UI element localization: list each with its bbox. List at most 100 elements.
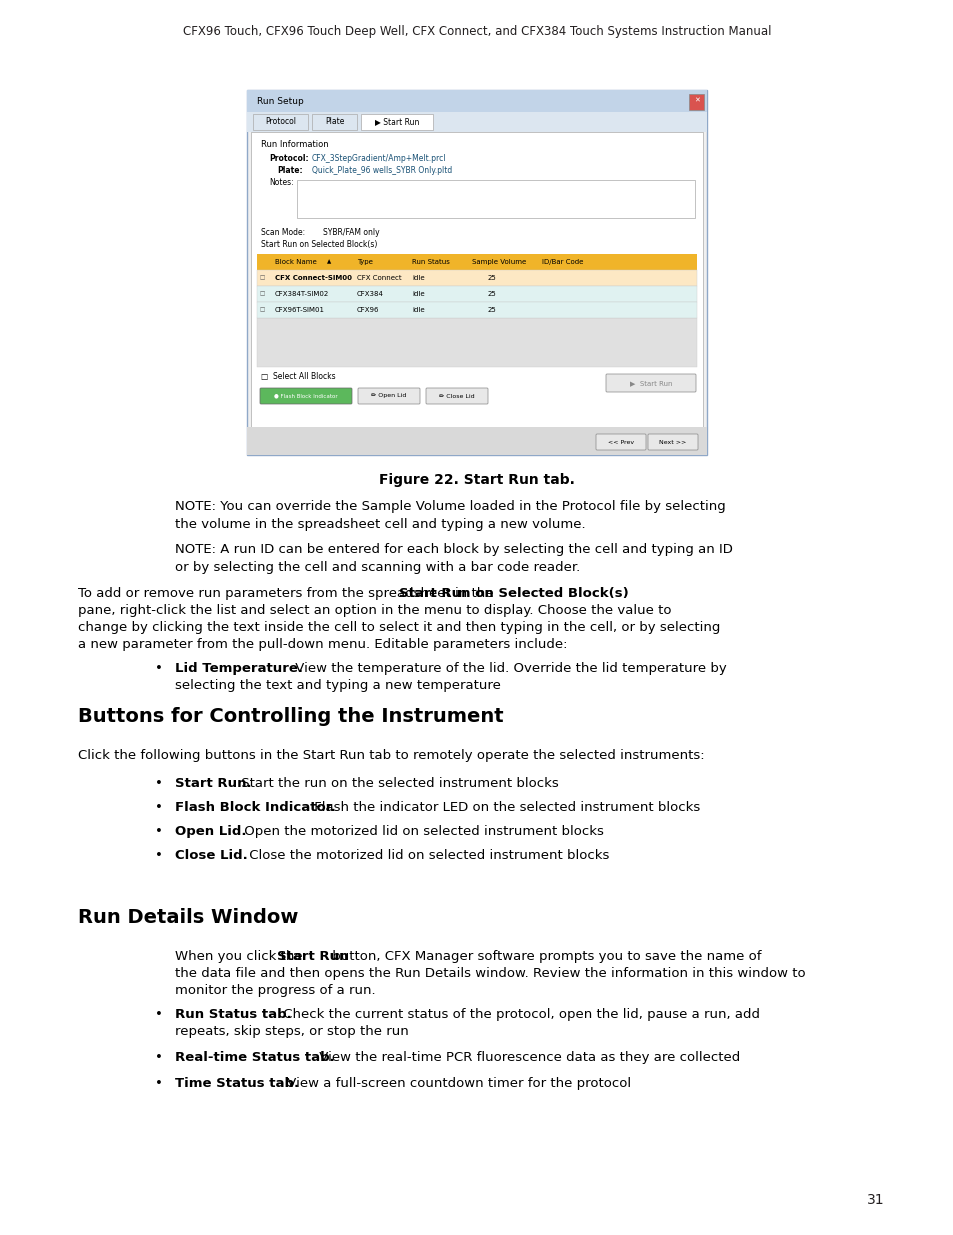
Text: Check the current status of the protocol, open the lid, pause a run, add: Check the current status of the protocol… (278, 1008, 760, 1021)
Text: idle: idle (412, 308, 424, 312)
Text: •: • (154, 777, 163, 790)
Text: CFX384T-SIM02: CFX384T-SIM02 (274, 291, 329, 296)
Text: NOTE: A run ID can be entered for each block by selecting the cell and typing an: NOTE: A run ID can be entered for each b… (174, 543, 732, 574)
Text: ▶ Start Run: ▶ Start Run (375, 117, 418, 126)
Text: change by clicking the text inside the cell to select it and then typing in the : change by clicking the text inside the c… (78, 621, 720, 634)
Text: the data file and then opens the Run Details window. Review the information in t: the data file and then opens the Run Det… (174, 967, 804, 981)
FancyBboxPatch shape (253, 114, 308, 130)
Text: ● Flash Block Indicator: ● Flash Block Indicator (274, 394, 337, 399)
Text: Run Status: Run Status (412, 259, 450, 266)
FancyBboxPatch shape (312, 114, 356, 130)
Text: CFX_3StepGradient/Amp+Melt.prcl: CFX_3StepGradient/Amp+Melt.prcl (312, 154, 446, 163)
Text: button, CFX Manager software prompts you to save the name of: button, CFX Manager software prompts you… (328, 950, 760, 963)
Text: Buttons for Controlling the Instrument: Buttons for Controlling the Instrument (78, 706, 503, 726)
Text: Time Status tab.: Time Status tab. (174, 1077, 299, 1091)
Text: CFX Connect-SIM00: CFX Connect-SIM00 (274, 275, 352, 282)
Text: Run Setup: Run Setup (256, 96, 303, 105)
FancyBboxPatch shape (360, 114, 433, 130)
Text: << Prev: << Prev (607, 440, 634, 445)
Text: CFX96: CFX96 (356, 308, 379, 312)
Text: View the temperature of the lid. Override the lid temperature by: View the temperature of the lid. Overrid… (291, 662, 726, 676)
Bar (688, 94, 703, 110)
Text: 25: 25 (487, 275, 496, 282)
Text: Flash the indicator LED on the selected instrument blocks: Flash the indicator LED on the selected … (310, 802, 700, 814)
FancyBboxPatch shape (605, 374, 696, 391)
Bar (256, 270, 697, 287)
Text: •: • (154, 1051, 163, 1065)
FancyBboxPatch shape (260, 388, 352, 404)
Bar (247, 427, 706, 454)
Text: View a full-screen countdown timer for the protocol: View a full-screen countdown timer for t… (283, 1077, 631, 1091)
Text: Run Status tab.: Run Status tab. (174, 1008, 292, 1021)
Text: •: • (154, 1008, 163, 1021)
Text: CFX Connect: CFX Connect (356, 275, 401, 282)
Text: When you click the: When you click the (174, 950, 307, 963)
Bar (256, 287, 697, 303)
Text: Lid Temperature.: Lid Temperature. (174, 662, 303, 676)
Text: monitor the progress of a run.: monitor the progress of a run. (174, 984, 375, 997)
FancyBboxPatch shape (596, 433, 645, 450)
Text: ✕: ✕ (694, 98, 700, 104)
Text: Protocol: Protocol (265, 117, 295, 126)
FancyBboxPatch shape (357, 388, 419, 404)
Text: •: • (154, 825, 163, 839)
Text: Quick_Plate_96 wells_SYBR Only.pltd: Quick_Plate_96 wells_SYBR Only.pltd (312, 165, 452, 175)
Text: idle: idle (412, 275, 424, 282)
Text: Run Details Window: Run Details Window (78, 908, 298, 927)
Text: NOTE: You can override the Sample Volume loaded in the Protocol file by selectin: NOTE: You can override the Sample Volume… (174, 500, 725, 531)
Text: CFX96 Touch, CFX96 Touch Deep Well, CFX Connect, and CFX384 Touch Systems Instru: CFX96 Touch, CFX96 Touch Deep Well, CFX … (183, 25, 770, 38)
Text: •: • (154, 1077, 163, 1091)
Text: Open Lid.: Open Lid. (174, 825, 246, 839)
Text: repeats, skip steps, or stop the run: repeats, skip steps, or stop the run (174, 1025, 408, 1037)
Text: 25: 25 (487, 291, 496, 296)
Text: Flash Block Indicator.: Flash Block Indicator. (174, 802, 335, 814)
Text: Figure 22. Start Run tab.: Figure 22. Start Run tab. (378, 473, 575, 487)
Text: SYBR/FAM only: SYBR/FAM only (323, 228, 379, 237)
Text: •: • (154, 802, 163, 814)
Text: CFX96T-SIM01: CFX96T-SIM01 (274, 308, 325, 312)
Text: Click the following buttons in the Start Run tab to remotely operate the selecte: Click the following buttons in the Start… (78, 748, 704, 762)
Text: To add or remove run parameters from the spreadsheet in the: To add or remove run parameters from the… (78, 587, 497, 600)
Text: CFX384: CFX384 (356, 291, 383, 296)
Bar (256, 303, 697, 317)
Text: Start Run on Selected Block(s): Start Run on Selected Block(s) (261, 240, 377, 249)
Text: pane, right-click the list and select an option in the menu to display. Choose t: pane, right-click the list and select an… (78, 604, 671, 618)
Bar (296, 180, 695, 219)
Text: Block Name: Block Name (274, 259, 316, 266)
Text: Run Information: Run Information (261, 140, 328, 149)
Text: Start Run on Selected Block(s): Start Run on Selected Block(s) (398, 587, 628, 600)
Text: Protocol:: Protocol: (269, 154, 309, 163)
Text: □: □ (260, 291, 265, 296)
Text: 25: 25 (487, 308, 496, 312)
Bar (247, 90, 706, 454)
Text: Notes:: Notes: (269, 178, 294, 186)
FancyBboxPatch shape (647, 433, 698, 450)
Text: Plate:: Plate: (276, 165, 302, 175)
Text: ID/Bar Code: ID/Bar Code (541, 259, 583, 266)
Bar (256, 254, 697, 270)
Text: idle: idle (412, 291, 424, 296)
Text: a new parameter from the pull-down menu. Editable parameters include:: a new parameter from the pull-down menu.… (78, 638, 567, 651)
Text: Real-time Status tab.: Real-time Status tab. (174, 1051, 335, 1065)
Bar (251, 132, 702, 427)
Bar (247, 90, 706, 112)
Text: Open the motorized lid on selected instrument blocks: Open the motorized lid on selected instr… (240, 825, 603, 839)
Bar (247, 112, 706, 132)
Text: Scan Mode:: Scan Mode: (261, 228, 305, 237)
Text: □: □ (260, 275, 265, 280)
Text: Start Run.: Start Run. (174, 777, 252, 790)
Text: Next >>: Next >> (659, 440, 686, 445)
Text: View the real-time PCR fluorescence data as they are collected: View the real-time PCR fluorescence data… (314, 1051, 740, 1065)
Text: Sample Volume: Sample Volume (472, 259, 526, 266)
Text: Start Run: Start Run (276, 950, 348, 963)
Text: Type: Type (356, 259, 373, 266)
Text: Start the run on the selected instrument blocks: Start the run on the selected instrument… (236, 777, 558, 790)
Text: ✏ Open Lid: ✏ Open Lid (371, 394, 406, 399)
FancyBboxPatch shape (426, 388, 488, 404)
Text: •: • (154, 662, 163, 676)
Text: □  Select All Blocks: □ Select All Blocks (261, 372, 335, 382)
Text: ✏ Close Lid: ✏ Close Lid (438, 394, 475, 399)
Bar (256, 317, 697, 367)
Text: Close Lid.: Close Lid. (174, 848, 248, 862)
Text: ▲: ▲ (327, 259, 331, 264)
